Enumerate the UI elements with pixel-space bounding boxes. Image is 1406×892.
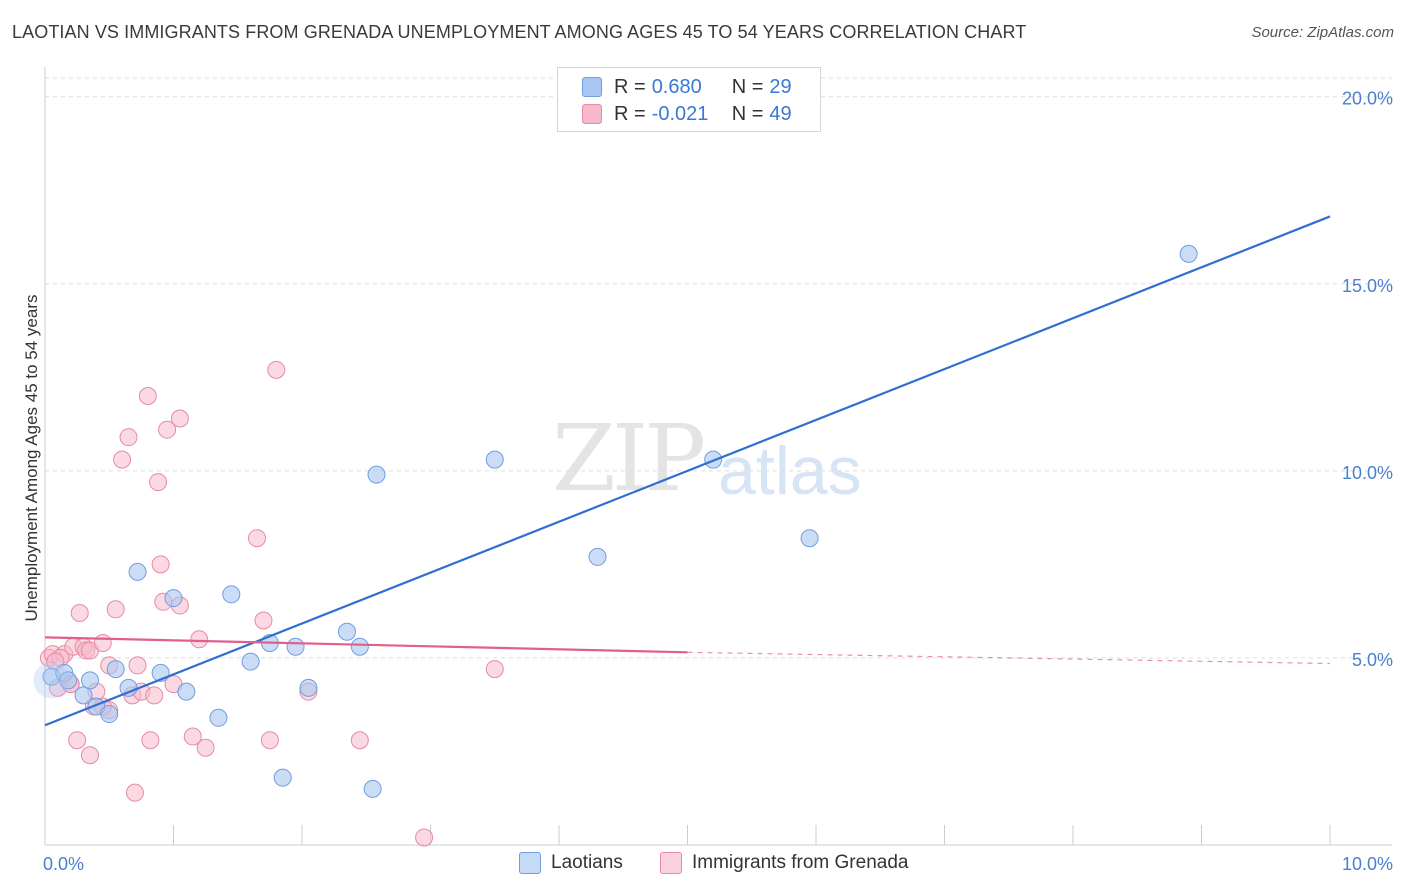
n-label: N =: [731, 75, 764, 98]
grenada-point: [183, 727, 202, 746]
chart-title: LAOTIAN VS IMMIGRANTS FROM GRENADA UNEMP…: [12, 22, 1027, 42]
grenada-point: [415, 828, 434, 847]
grenada-point: [138, 387, 157, 406]
grenada-point: [254, 611, 273, 630]
grenada-point: [350, 731, 369, 750]
grenada-legend-label: Immigrants from Grenada: [692, 852, 909, 873]
source-credit: Source: ZipAtlas.com: [1251, 24, 1394, 41]
laotian-trend-line: [44, 215, 1331, 727]
grenada-point: [141, 731, 160, 750]
grenada-point: [128, 656, 147, 675]
laotian-point: [1179, 244, 1198, 263]
laotian-point: [800, 529, 819, 548]
n-value: 29: [769, 75, 792, 98]
grenada-trend-line: [44, 636, 688, 654]
legend-row-grenada: R = -0.021 N = 49: [582, 101, 792, 127]
grenada-point: [106, 600, 125, 619]
laotian-point: [485, 450, 504, 469]
laotian-point: [241, 652, 260, 671]
laotian-point: [59, 671, 78, 690]
grenada-point: [145, 686, 164, 705]
laotian-point: [128, 562, 147, 581]
laotian-point: [299, 678, 318, 697]
laotian-point: [273, 768, 292, 787]
grenada-point: [151, 555, 170, 574]
laotian-point: [363, 779, 382, 798]
grenada-legend-swatch: [660, 852, 682, 874]
laotian-point: [74, 686, 93, 705]
grenada-point: [149, 473, 168, 492]
axes: [44, 67, 1392, 846]
grid-lines: [45, 77, 1392, 659]
grenada-point: [70, 604, 89, 623]
laotians-swatch: [582, 77, 602, 97]
x-tick-label: 0.0%: [43, 854, 84, 874]
grenada-trend-extension: [687, 651, 1331, 665]
grenada-point: [113, 450, 132, 469]
laotian-point: [350, 637, 369, 656]
y-tick-label: 10.0%: [1342, 463, 1393, 483]
grenada-point: [80, 746, 99, 765]
grenada-point: [119, 428, 138, 447]
r-value: 0.680: [651, 75, 702, 98]
tick-labels: 5.0% 10.0% 15.0% 20.0% 0.0% 10.0%: [43, 89, 1393, 874]
series-legend: Laotians Immigrants from Grenada: [0, 852, 1406, 878]
laotians-legend-label: Laotians: [551, 852, 623, 873]
grenada-point: [125, 783, 144, 802]
correlation-legend: R = 0.680 N = 29 R = -0.021 N = 49: [557, 67, 821, 132]
laotian-point: [80, 671, 99, 690]
grenada-point: [93, 633, 112, 652]
r-label: R =: [614, 102, 646, 125]
y-tick-label: 20.0%: [1342, 89, 1393, 109]
laotian-point-cluster: [33, 662, 70, 699]
legend-row-laotians: R = 0.680 N = 29: [582, 74, 792, 100]
grenada-point: [267, 360, 286, 379]
laotian-point: [164, 589, 183, 608]
n-value: 49: [769, 102, 792, 125]
x-tick-label: 10.0%: [1342, 854, 1393, 874]
laotian-point: [177, 682, 196, 701]
grenada-point: [248, 529, 267, 548]
grenada-point: [68, 731, 87, 750]
laotian-point: [337, 622, 356, 641]
r-label: R =: [614, 75, 646, 98]
grenada-point: [158, 420, 177, 439]
grenada-point: [196, 738, 215, 757]
laotian-point: [100, 705, 119, 724]
laotians-legend-swatch: [519, 852, 541, 874]
grenada-point: [260, 731, 279, 750]
laotian-point: [209, 708, 228, 727]
laotian-points: [33, 73, 1198, 798]
y-tick-label: 5.0%: [1352, 650, 1393, 670]
legend-item-grenada[interactable]: Immigrants from Grenada: [660, 852, 908, 874]
legend-item-laotians[interactable]: Laotians: [519, 852, 623, 874]
grenada-swatch: [582, 104, 602, 124]
grenada-point: [170, 409, 189, 428]
r-value: -0.021: [651, 102, 709, 125]
trend-lines: [44, 215, 1331, 727]
grenada-points: [39, 360, 504, 847]
n-label: N =: [731, 102, 764, 125]
laotian-point: [222, 585, 241, 604]
laotian-point: [286, 637, 305, 656]
y-axis-label: Unemployment Among Ages 45 to 54 years: [22, 295, 41, 622]
y-tick-label: 15.0%: [1342, 276, 1393, 296]
grenada-point: [190, 630, 209, 649]
laotian-point: [588, 547, 607, 566]
laotian-point: [106, 660, 125, 679]
laotian-point: [367, 465, 386, 484]
grenada-point: [485, 660, 504, 679]
